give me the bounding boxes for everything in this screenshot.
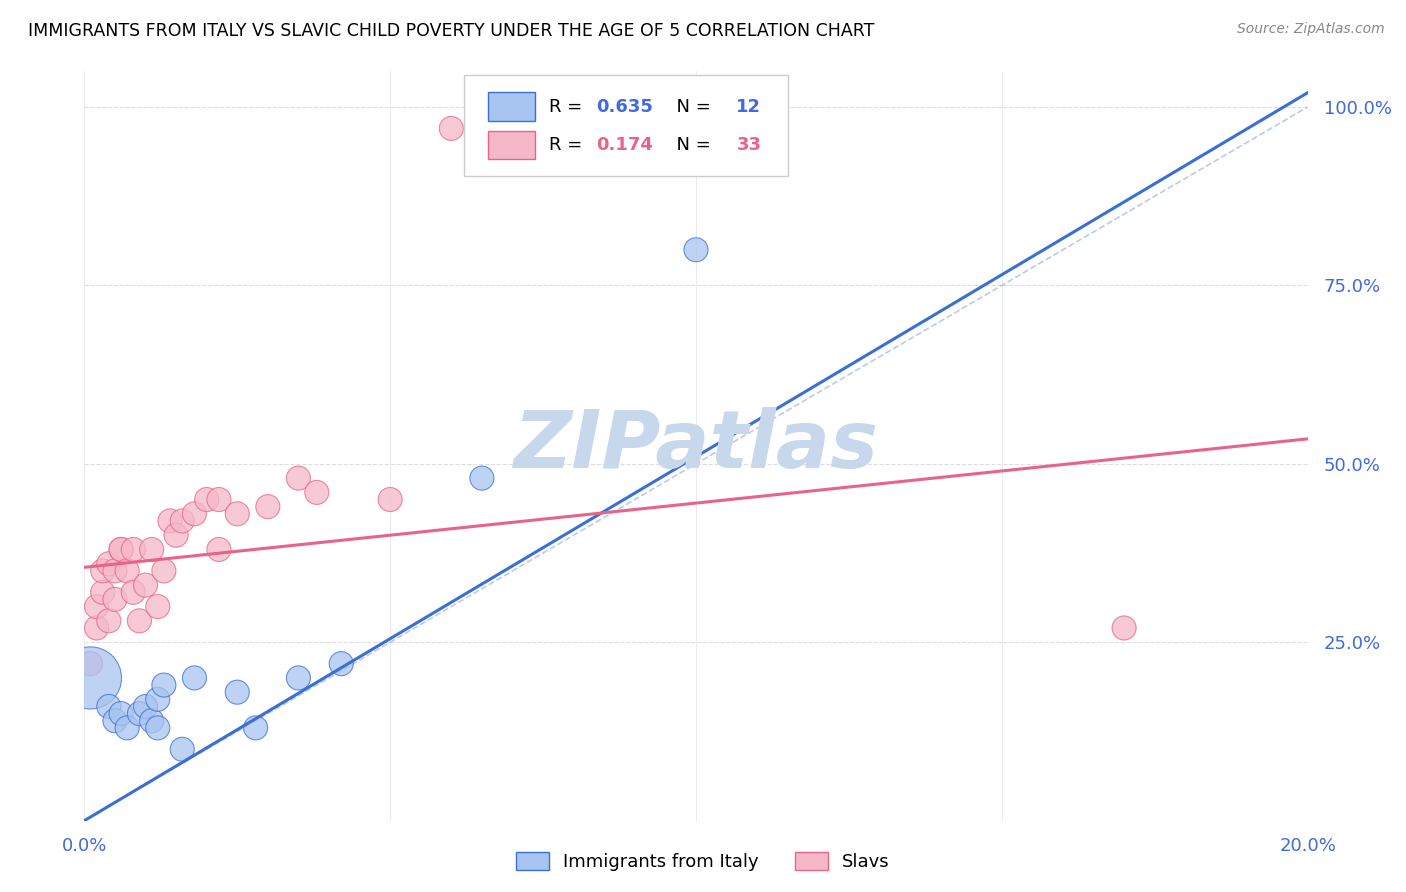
Point [146, 692, 169, 706]
Point [86, 599, 108, 614]
Point [110, 706, 132, 721]
Point [380, 492, 402, 507]
Point [135, 578, 157, 592]
Text: N =: N = [665, 97, 717, 116]
Point [122, 585, 145, 599]
Point [141, 542, 163, 557]
Point [208, 542, 231, 557]
Point [226, 685, 249, 699]
Text: R =: R = [550, 97, 588, 116]
Point [440, 121, 463, 136]
Point [257, 500, 280, 514]
FancyBboxPatch shape [464, 75, 787, 177]
Point [122, 542, 145, 557]
Text: N =: N = [665, 136, 717, 153]
Point [146, 599, 169, 614]
Point [287, 671, 309, 685]
Point [165, 528, 187, 542]
Point [208, 492, 231, 507]
Text: 12: 12 [737, 97, 761, 116]
Point [287, 471, 309, 485]
Point [97, 557, 120, 571]
Point [104, 564, 127, 578]
Point [685, 243, 707, 257]
Point [86, 621, 108, 635]
Point [183, 671, 205, 685]
Point [305, 485, 328, 500]
Text: 0.174: 0.174 [596, 136, 652, 153]
Point [245, 721, 267, 735]
Point [91, 564, 114, 578]
Point [141, 714, 163, 728]
FancyBboxPatch shape [488, 93, 534, 120]
Point [104, 714, 127, 728]
Point [110, 542, 132, 557]
Point [104, 592, 127, 607]
Text: ZIPatlas: ZIPatlas [513, 407, 879, 485]
Point [183, 507, 205, 521]
Text: R =: R = [550, 136, 588, 153]
Point [128, 706, 150, 721]
Point [226, 507, 249, 521]
Point [110, 542, 132, 557]
Point [172, 514, 194, 528]
Point [115, 564, 138, 578]
Point [146, 721, 169, 735]
Point [172, 742, 194, 756]
Point [79, 671, 101, 685]
Text: 0.635: 0.635 [596, 97, 652, 116]
Point [153, 678, 176, 692]
Point [195, 492, 218, 507]
Point [471, 471, 494, 485]
Text: IMMIGRANTS FROM ITALY VS SLAVIC CHILD POVERTY UNDER THE AGE OF 5 CORRELATION CHA: IMMIGRANTS FROM ITALY VS SLAVIC CHILD PO… [28, 22, 875, 40]
Point [79, 657, 101, 671]
Legend: Immigrants from Italy, Slavs: Immigrants from Italy, Slavs [509, 845, 897, 879]
Point [1114, 621, 1136, 635]
Point [330, 657, 353, 671]
FancyBboxPatch shape [488, 130, 534, 159]
Point [97, 699, 120, 714]
Point [115, 721, 138, 735]
Text: Source: ZipAtlas.com: Source: ZipAtlas.com [1237, 22, 1385, 37]
Text: 33: 33 [737, 136, 761, 153]
Point [97, 614, 120, 628]
Point [128, 614, 150, 628]
Point [135, 699, 157, 714]
Point [153, 564, 176, 578]
Point [91, 585, 114, 599]
Point [159, 514, 181, 528]
